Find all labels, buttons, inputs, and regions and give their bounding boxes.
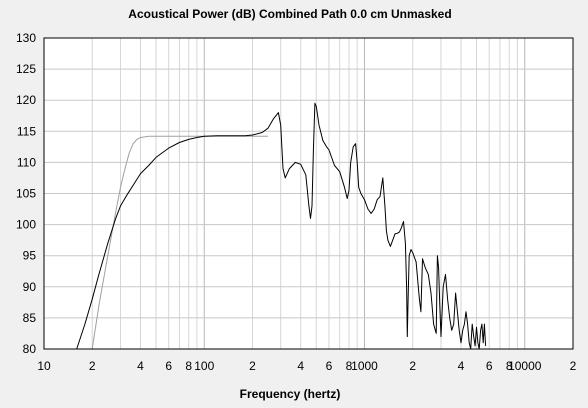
x-tick-label: 6: [165, 359, 172, 373]
y-tick-label: 90: [23, 280, 37, 294]
y-tick-label: 110: [17, 155, 36, 169]
x-tick-label: 2: [409, 359, 416, 373]
x-tick-label: 6: [326, 359, 333, 373]
x-tick-label: 10000: [508, 359, 542, 373]
x-tick-label: 10: [37, 359, 51, 373]
y-tick-label: 85: [23, 311, 37, 325]
x-tick-label: 8: [346, 359, 353, 373]
x-tick-label: 6: [486, 359, 493, 373]
y-tick-label: 105: [16, 187, 36, 201]
grid: [44, 38, 573, 349]
x-axis-label: Frequency (hertz): [240, 387, 341, 401]
y-axis-ticks: 80 85 90 95 100 105 110 115 120 125 130: [16, 31, 36, 356]
x-tick-label: 1000: [351, 359, 378, 373]
x-tick-label: 100: [194, 359, 214, 373]
x-tick-label: 2: [570, 359, 577, 373]
x-tick-label: 4: [137, 359, 144, 373]
x-tick-label: 8: [506, 359, 513, 373]
y-tick-label: 95: [23, 249, 37, 263]
x-tick-label: 8: [185, 359, 192, 373]
x-tick-label: 4: [458, 359, 465, 373]
y-tick-label: 80: [23, 342, 37, 356]
y-tick-label: 120: [16, 93, 36, 107]
x-tick-label: 2: [249, 359, 256, 373]
y-tick-label: 125: [16, 62, 36, 76]
y-tick-label: 130: [16, 31, 36, 45]
plot-frame: [43, 37, 574, 350]
y-tick-label: 115: [17, 124, 36, 138]
x-tick-label: 4: [297, 359, 304, 373]
chart-title: Acoustical Power (dB) Combined Path 0.0 …: [128, 7, 451, 21]
y-tick-label: 100: [16, 218, 36, 232]
x-tick-label: 2: [89, 359, 96, 373]
series-line: [76, 102, 487, 349]
series-group: [76, 102, 487, 349]
